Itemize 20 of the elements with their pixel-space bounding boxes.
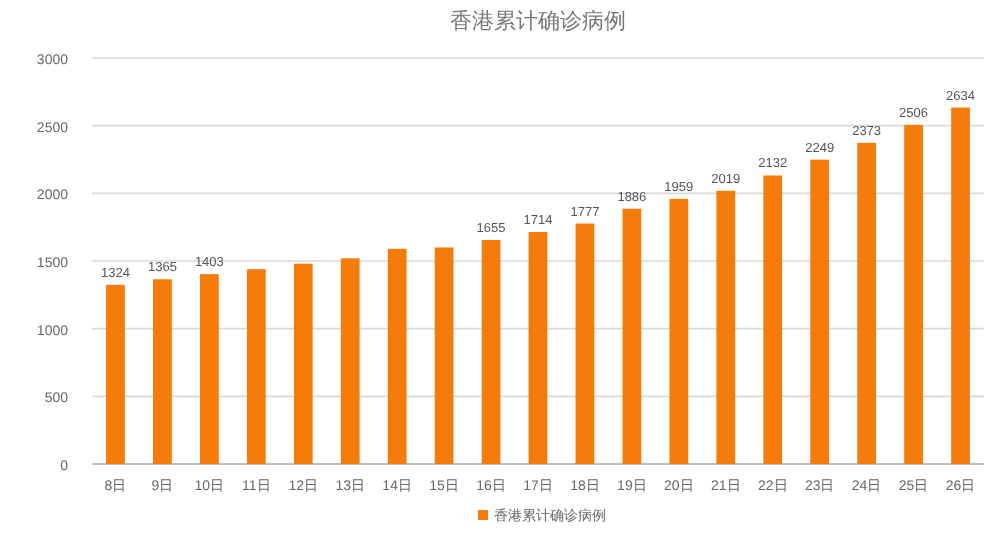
bar	[669, 198, 689, 464]
bar	[622, 208, 642, 464]
bar	[857, 142, 877, 464]
bar	[528, 232, 548, 464]
bar	[575, 223, 595, 464]
bar	[199, 274, 219, 464]
bar	[153, 279, 172, 464]
chart-title: 香港累计确诊病例	[450, 8, 626, 34]
bar	[293, 263, 313, 464]
bar	[340, 258, 360, 464]
bar	[951, 107, 970, 464]
bar	[481, 240, 501, 464]
bar	[434, 247, 454, 464]
bar	[716, 190, 736, 464]
bar	[246, 269, 266, 464]
bar	[106, 284, 125, 464]
bar	[763, 175, 783, 464]
bar	[904, 124, 923, 464]
bar	[387, 248, 407, 464]
bar	[810, 159, 830, 464]
